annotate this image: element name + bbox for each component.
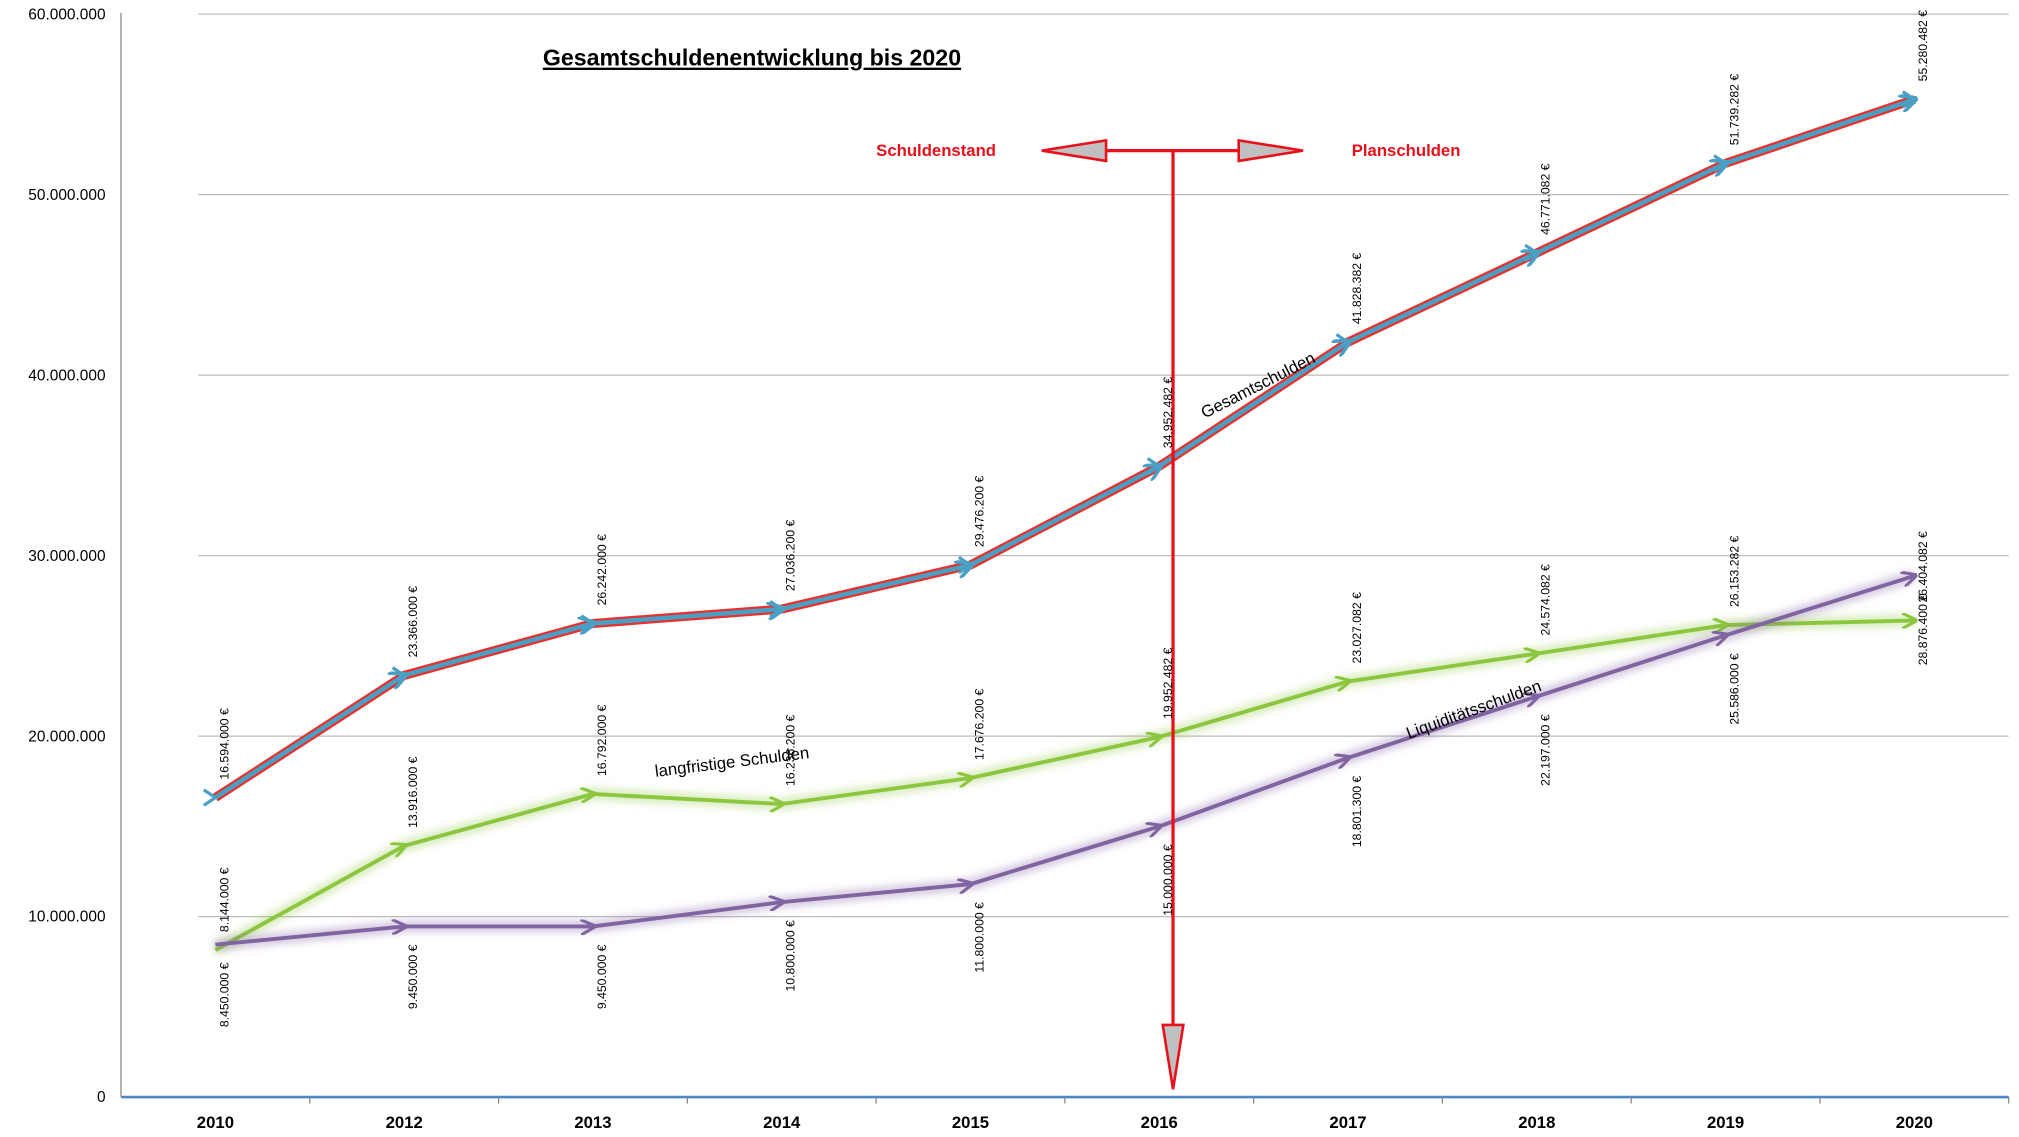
data-label: 19.952.482 € xyxy=(1161,647,1175,719)
data-label: 46.771.082 € xyxy=(1539,163,1553,235)
data-label: 8.144.000 € xyxy=(217,867,231,932)
x-tick-label: 2017 xyxy=(1329,1113,1366,1132)
y-tick-label: 10.000.000 xyxy=(28,909,105,926)
y-tick-label: 60.000.000 xyxy=(28,6,105,23)
line xyxy=(215,576,1914,947)
data-label: 9.450.000 € xyxy=(406,944,420,1009)
series xyxy=(202,90,1918,807)
series-label: Gesamtschulden xyxy=(1198,348,1318,422)
annotation: Schuldenstand xyxy=(876,141,996,160)
chart-title: Gesamtschuldenentwicklung bis 2020 xyxy=(543,45,961,71)
x-tick-label: 2016 xyxy=(1141,1113,1178,1132)
data-label: 26.153.282 € xyxy=(1727,535,1741,607)
annotation: Planschulden xyxy=(1352,141,1461,160)
data-label: 16.594.000 € xyxy=(217,708,231,780)
data-label: 9.450.000 € xyxy=(595,944,609,1009)
data-label: 16.236.200 € xyxy=(784,714,798,786)
data-label: 26.404.082 € xyxy=(1916,531,1930,603)
y-tick-label: 30.000.000 xyxy=(28,548,105,565)
point-marker xyxy=(202,788,219,807)
data-label: 16.792.000 € xyxy=(595,704,609,776)
point-marker xyxy=(1146,457,1163,476)
y-tick-label: 40.000.000 xyxy=(28,367,105,384)
x-tick-label: 2018 xyxy=(1518,1113,1555,1132)
data-label: 26.242.000 € xyxy=(595,534,609,606)
data-label: 24.574.082 € xyxy=(1539,564,1553,636)
point-marker xyxy=(1524,243,1540,262)
x-tick-label: 2020 xyxy=(1896,1113,1933,1132)
arrow-head xyxy=(1161,1023,1185,1090)
data-label: 41.828.382 € xyxy=(1350,253,1364,325)
data-label: 23.366.000 € xyxy=(406,586,420,658)
data-label: 29.476.200 € xyxy=(972,476,986,548)
data-label: 25.586.000 € xyxy=(1727,653,1741,725)
series xyxy=(212,614,1915,956)
data-label: 17.676.200 € xyxy=(972,688,986,760)
y-tick-label: 0 xyxy=(97,1089,106,1106)
data-label: 27.036.200 € xyxy=(784,520,798,592)
data-label: 51.739.282 € xyxy=(1727,74,1741,146)
line-edge xyxy=(212,95,1916,802)
point-marker xyxy=(1335,333,1351,352)
series-label: Liquiditätsschulden xyxy=(1404,676,1544,742)
series xyxy=(214,570,1914,951)
plan-marker: Schuldenstand Planschulden xyxy=(876,138,1461,1090)
line xyxy=(214,621,1914,952)
data-label: 55.280.482 € xyxy=(1916,10,1930,82)
data-label: 10.800.000 € xyxy=(784,920,798,992)
data-label: 18.801.300 € xyxy=(1350,776,1364,848)
x-tick-label: 2015 xyxy=(952,1113,989,1132)
data-label: 8.450.000 € xyxy=(217,962,231,1027)
point-marker xyxy=(1713,154,1729,173)
data-label: 11.800.000 € xyxy=(972,902,986,973)
x-tick-label: 2012 xyxy=(386,1113,423,1132)
x-tick-label: 2010 xyxy=(197,1113,234,1132)
arrow-head xyxy=(1237,138,1304,163)
arrow-head xyxy=(1041,138,1108,163)
data-label: 13.916.000 € xyxy=(406,756,420,828)
data-label: 34.952.482 € xyxy=(1161,377,1175,449)
data-label: 28.876.400 € xyxy=(1916,594,1930,666)
x-tick-label: 2014 xyxy=(763,1113,801,1132)
line xyxy=(214,99,1914,800)
point-marker xyxy=(1901,90,1918,109)
data-label: 15.000.000 € xyxy=(1161,844,1175,916)
point-marker xyxy=(958,556,974,575)
data-label: 23.027.082 € xyxy=(1350,592,1364,664)
x-tick-label: 2013 xyxy=(574,1113,611,1132)
data-label: 22.197.000 € xyxy=(1539,714,1553,786)
y-tick-label: 50.000.000 xyxy=(28,187,105,204)
x-tick-label: 2019 xyxy=(1707,1113,1744,1132)
line-glow xyxy=(212,614,1915,956)
y-tick-label: 20.000.000 xyxy=(28,728,105,745)
